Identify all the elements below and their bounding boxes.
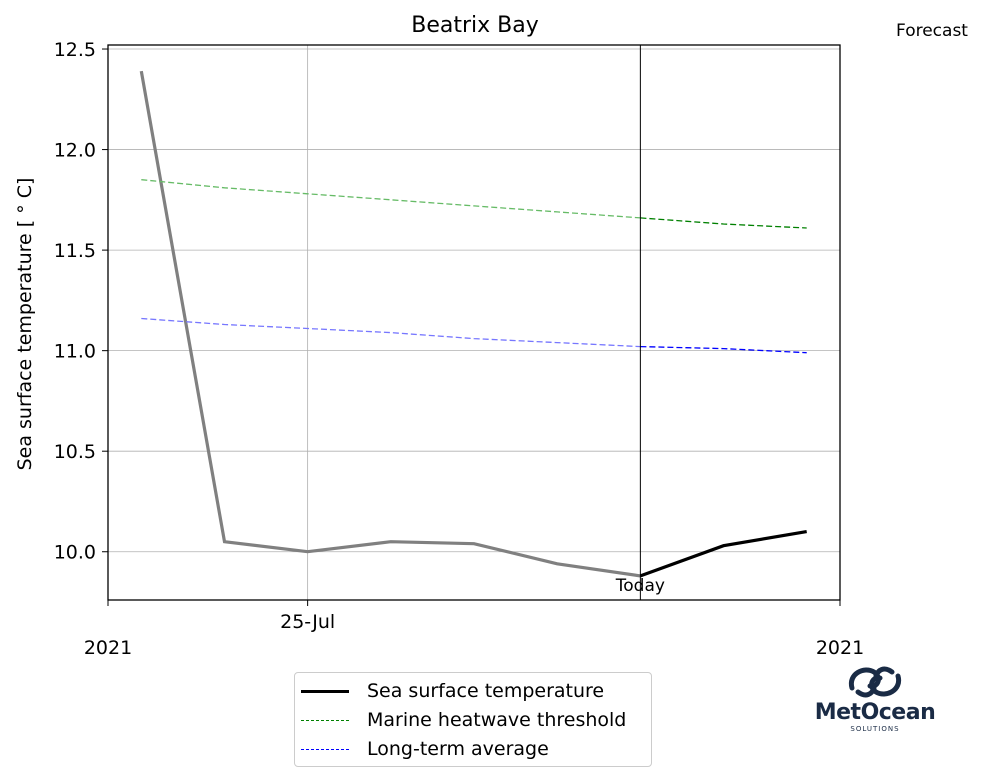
- legend-swatch-sst: [301, 689, 349, 693]
- y-tick-label: 11.5: [54, 240, 96, 262]
- series-sst-forecast: [639, 530, 807, 578]
- legend-item-sst: Sea surface temperature: [301, 679, 604, 703]
- legend-swatch-average: [301, 748, 349, 750]
- metocean-logo: MetOcean SOLUTIONS: [812, 662, 938, 738]
- grid: [108, 45, 840, 600]
- legend-label-threshold: Marine heatwave threshold: [367, 709, 627, 731]
- legend-item-threshold: Marine heatwave threshold: [301, 708, 626, 732]
- legend: Sea surface temperature Marine heatwave …: [294, 672, 652, 767]
- y-tick-label: 12.5: [54, 39, 96, 61]
- today-label: Today: [615, 576, 665, 596]
- series-sst-history: [139, 70, 641, 578]
- series-layer: [139, 70, 807, 578]
- y-axis-label: Sea surface temperature [ ° C]: [14, 178, 36, 471]
- series-threshold-forecast: [640, 217, 807, 229]
- legend-swatch-threshold: [301, 719, 349, 721]
- x-tick-label: 25-Jul: [280, 611, 335, 633]
- ticks: 10.0 10.5 11.0 11.5 12.0 12.5 25-Jul: [54, 39, 841, 633]
- y-tick-label: 11.0: [54, 341, 96, 363]
- year-label-right: 2021: [816, 637, 864, 659]
- legend-item-average: Long-term average: [301, 737, 549, 761]
- y-tick-label: 12.0: [54, 140, 96, 162]
- series-average-history: [141, 317, 641, 348]
- logo-wordmark: MetOcean: [814, 700, 936, 725]
- logo-subtitle: SOLUTIONS: [850, 725, 900, 733]
- legend-label-sst: Sea surface temperature: [367, 680, 605, 702]
- year-label-left: 2021: [84, 637, 132, 659]
- wave-icon: [848, 666, 902, 698]
- forecast-label: Forecast: [896, 21, 968, 41]
- axes-frame: [107, 44, 841, 601]
- chart-title: Beatrix Bay: [411, 13, 539, 38]
- legend-label-average: Long-term average: [367, 738, 549, 760]
- series-threshold-history: [141, 179, 641, 219]
- series-average-forecast: [640, 345, 807, 354]
- y-tick-label: 10.0: [54, 542, 96, 564]
- y-tick-label: 10.5: [54, 441, 96, 463]
